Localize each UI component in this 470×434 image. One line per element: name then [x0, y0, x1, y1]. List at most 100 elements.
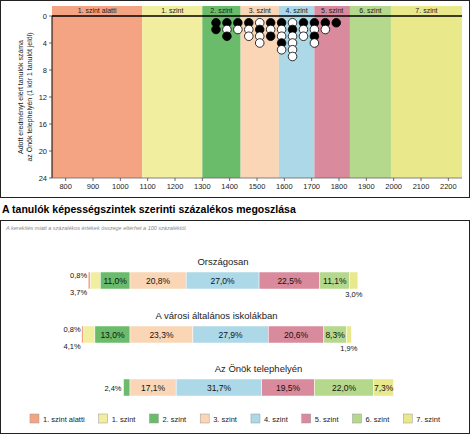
x-tick — [339, 178, 340, 181]
student-dot — [212, 25, 221, 34]
x-tick — [311, 178, 312, 181]
data-label: 19,5% — [276, 383, 301, 393]
band-label: 4. szint — [286, 7, 308, 14]
legend-swatch — [99, 414, 108, 423]
data-label: 0,8% — [70, 271, 87, 280]
x-tick-label: 2200 — [440, 182, 457, 191]
y-tick — [49, 151, 52, 152]
y-tick-label: 0 — [43, 12, 47, 21]
y-tick — [49, 178, 52, 179]
bar-segment — [259, 272, 320, 289]
x-tick — [421, 178, 422, 181]
student-dot — [321, 25, 330, 34]
y-axis-label: Adott eredményt elért tanulók száma — [17, 40, 25, 154]
data-label: 11,1% — [323, 276, 347, 286]
dot-chart: 1. szint alatti1. szint2. szint3. szint4… — [1, 1, 470, 198]
y-tick-label: 8 — [43, 66, 47, 75]
x-tick-label: 1600 — [276, 182, 293, 191]
data-label: 22,0% — [332, 383, 357, 393]
y-tick — [49, 97, 52, 98]
page-svg: 1. szint alatti1. szint2. szint3. szint4… — [0, 0, 470, 434]
data-label: 11,0% — [103, 276, 127, 286]
data-label: 0,8% — [64, 325, 81, 334]
bar-segment — [100, 272, 130, 289]
x-tick — [229, 178, 230, 181]
student-dot — [299, 32, 308, 41]
bar-segment — [350, 272, 358, 289]
legend-label: 7. szint — [416, 415, 441, 424]
data-label: 1,9% — [340, 344, 357, 353]
bar-segment — [90, 272, 100, 289]
legend-label: 1. szint — [112, 415, 137, 424]
band-label: 6. szint — [359, 7, 381, 14]
row-title: Országosan — [197, 256, 248, 267]
student-dot — [255, 39, 264, 48]
y-tick — [49, 70, 52, 71]
data-label: 20,8% — [146, 276, 171, 286]
level-band — [52, 6, 142, 178]
x-tick-label: 800 — [59, 182, 72, 191]
x-tick — [120, 178, 121, 181]
band-label: 5. szint — [321, 7, 343, 14]
y-tick-label: 20 — [39, 147, 47, 156]
student-dot — [245, 32, 254, 41]
data-label: 22,5% — [277, 276, 302, 286]
bar-segment — [193, 326, 268, 343]
bar-segment — [324, 326, 346, 343]
data-label: 4,1% — [64, 342, 81, 351]
level-band — [241, 6, 279, 178]
chart-title: A tanulók képességszintek szerinti száza… — [2, 203, 296, 215]
y-tick — [49, 16, 52, 17]
band-label: 3. szint — [249, 7, 271, 14]
legend-swatch — [403, 414, 412, 423]
legend-swatch — [149, 414, 158, 423]
data-label: 8,3% — [325, 330, 345, 340]
level-band — [314, 6, 350, 178]
bar-segment — [314, 379, 373, 396]
data-label: 13,0% — [100, 330, 125, 340]
x-tick — [175, 178, 176, 181]
x-tick-label: 1700 — [303, 182, 320, 191]
band-label: 7. szint — [415, 7, 437, 14]
y-axis-label: az Önök telephelyén (1 kör 1 tanulót jel… — [26, 32, 34, 161]
y-tick — [49, 43, 52, 44]
data-label: 7,3% — [374, 383, 394, 393]
bar-segment — [130, 326, 193, 343]
distribution-chart: A tanulók képességszintek szerinti száza… — [1, 203, 470, 434]
legend-label: 1. szint alatti — [43, 415, 85, 424]
y-tick-label: 24 — [39, 174, 47, 183]
bar-segment — [320, 272, 350, 289]
legend-swatch — [302, 414, 311, 423]
x-tick-label: 1200 — [167, 182, 184, 191]
x-tick-label: 900 — [87, 182, 100, 191]
x-tick-label: 2100 — [413, 182, 430, 191]
frame — [1, 1, 470, 198]
row-title: A városi általános iskolákban — [156, 310, 278, 321]
level-band — [391, 6, 462, 178]
student-dot — [310, 39, 319, 48]
y-tick — [49, 124, 52, 125]
legend-label: 6. szint — [365, 415, 390, 424]
student-dot — [332, 18, 341, 27]
chart-subtitle: A kerekítés miatt a százalékos értékek ö… — [5, 225, 187, 231]
legend-swatch — [352, 414, 361, 423]
y-tick-label: 16 — [39, 120, 47, 129]
x-tick — [366, 178, 367, 181]
x-tick-label: 1800 — [331, 182, 348, 191]
x-tick — [448, 178, 449, 181]
dots — [212, 18, 341, 60]
x-tick-label: 1400 — [221, 182, 238, 191]
y-tick-label: 12 — [39, 93, 47, 102]
student-dot — [288, 52, 297, 61]
bar-segment — [374, 379, 394, 396]
bar-segment — [124, 379, 130, 396]
data-label: 3,0% — [345, 290, 362, 299]
bar-segment — [262, 379, 315, 396]
x-tick-label: 1500 — [249, 182, 266, 191]
data-label: 17,1% — [141, 383, 166, 393]
x-tick — [147, 178, 148, 181]
student-dot — [234, 25, 243, 34]
data-label: 27,0% — [211, 276, 236, 286]
legend-label: 4. szint — [264, 415, 289, 424]
legend-swatch — [251, 414, 260, 423]
